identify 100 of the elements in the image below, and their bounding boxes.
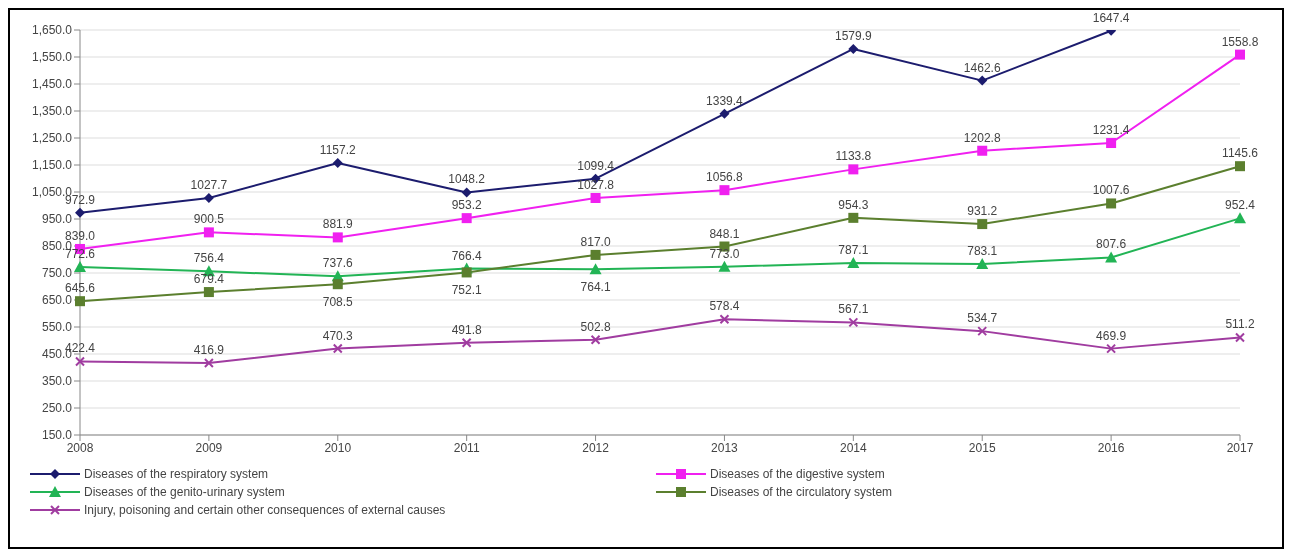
data-label: 1056.8	[706, 170, 744, 185]
point	[719, 314, 730, 325]
point	[590, 334, 601, 345]
point	[75, 356, 85, 367]
x-tick-label: 2009	[195, 440, 223, 455]
legend-label: Diseases of the respiratory system	[84, 467, 269, 481]
data-label: 954.3	[838, 197, 869, 212]
legend-label: Injury, poisoning and certain other consequences of external causes	[84, 503, 446, 517]
y-tick-label: 150.0	[41, 428, 73, 443]
point	[1235, 49, 1245, 60]
data-label: 511.2	[1225, 317, 1255, 332]
point	[332, 279, 343, 290]
data-label: 469.9	[1096, 328, 1127, 343]
point	[977, 75, 988, 86]
point	[1106, 198, 1117, 209]
data-label: 1339.4	[706, 93, 744, 108]
point	[848, 43, 859, 54]
y-tick-label: 1,650.0	[31, 23, 73, 38]
x-tick-label: 2010	[324, 440, 352, 455]
data-label: 848.1	[709, 226, 740, 241]
data-label: 679.4	[193, 272, 225, 287]
data-label: 881.9	[322, 217, 354, 232]
x-tick-label: 2012	[582, 440, 610, 455]
data-label: 1007.6	[1092, 183, 1130, 198]
data-label: 1048.2	[448, 172, 486, 187]
y-tick-label: 1,150.0	[31, 158, 73, 173]
data-label: 1231.4	[1092, 123, 1130, 138]
data-label: 534.7	[967, 311, 998, 326]
data-label: 1027.8	[577, 177, 615, 192]
y-tick-label: 350.0	[41, 374, 73, 389]
y-tick-label: 650.0	[41, 293, 73, 308]
point	[1234, 212, 1246, 224]
data-label: 839.0	[64, 228, 96, 243]
point	[461, 213, 472, 224]
x-tick-label: 2016	[1097, 440, 1125, 455]
data-label: 766.4	[451, 248, 483, 263]
data-label: 1462.6	[963, 60, 1001, 75]
point	[461, 337, 472, 348]
legend-label: Diseases of the genito-urinary system	[84, 485, 285, 499]
data-label: 1202.8	[963, 130, 1001, 145]
data-label: 773.0	[709, 246, 740, 261]
legend-label: Diseases of the digestive system	[710, 467, 885, 481]
point	[976, 258, 989, 270]
y-tick-label: 250.0	[41, 401, 73, 416]
x-tick-label: 2011	[453, 440, 480, 455]
y-tick-label: 1,450.0	[31, 77, 73, 92]
point	[332, 232, 343, 243]
data-label: 1099.4	[577, 158, 615, 173]
legend-label: Diseases of the circulatory system	[710, 485, 893, 499]
x-tick-label: 2013	[711, 440, 739, 455]
data-label: 752.1	[451, 283, 483, 298]
point	[1105, 251, 1118, 263]
data-label: 470.3	[322, 328, 354, 343]
point	[977, 326, 988, 337]
point	[332, 343, 343, 354]
y-tick-label: 1,550.0	[31, 50, 73, 65]
point	[1235, 332, 1245, 343]
data-label: 1145.6	[1222, 146, 1259, 161]
data-label: 953.2	[451, 198, 483, 213]
data-label: 952.4	[1224, 198, 1256, 213]
point	[75, 296, 85, 307]
data-label: 708.5	[322, 295, 354, 310]
data-label: 756.4	[193, 251, 225, 266]
data-label: 567.1	[838, 302, 869, 317]
y-tick-label: 750.0	[41, 266, 73, 281]
y-tick-label: 550.0	[41, 320, 73, 335]
y-tick-label: 1,250.0	[31, 131, 73, 146]
x-tick-label: 2017	[1226, 440, 1254, 455]
point	[977, 219, 988, 230]
y-tick-label: 1,350.0	[31, 104, 73, 119]
point	[1235, 161, 1245, 172]
point	[203, 287, 214, 298]
point	[461, 187, 472, 198]
point	[848, 164, 859, 175]
x-tick-label: 2014	[839, 440, 867, 455]
point	[848, 212, 859, 223]
point	[332, 158, 343, 169]
data-label: 1558.8	[1221, 34, 1259, 49]
point	[1106, 343, 1117, 354]
point	[461, 267, 472, 278]
data-label: 783.1	[967, 244, 998, 259]
y-tick-label: 950.0	[41, 212, 73, 227]
data-label: 578.4	[709, 299, 740, 314]
point	[590, 249, 601, 260]
point	[203, 357, 214, 368]
data-label: 1027.7	[190, 178, 228, 193]
point	[718, 260, 731, 272]
point	[719, 108, 730, 119]
data-label: 1647.4	[1092, 10, 1130, 25]
point	[203, 193, 214, 204]
x-tick-label: 2015	[968, 440, 996, 455]
point	[203, 227, 214, 238]
data-label: 817.0	[580, 234, 611, 249]
data-label: 1157.2	[319, 143, 357, 158]
point	[847, 256, 860, 268]
point	[589, 263, 602, 275]
data-label: 787.1	[838, 242, 869, 257]
point	[74, 260, 86, 272]
point	[1106, 138, 1117, 149]
data-label: 737.6	[322, 256, 354, 271]
